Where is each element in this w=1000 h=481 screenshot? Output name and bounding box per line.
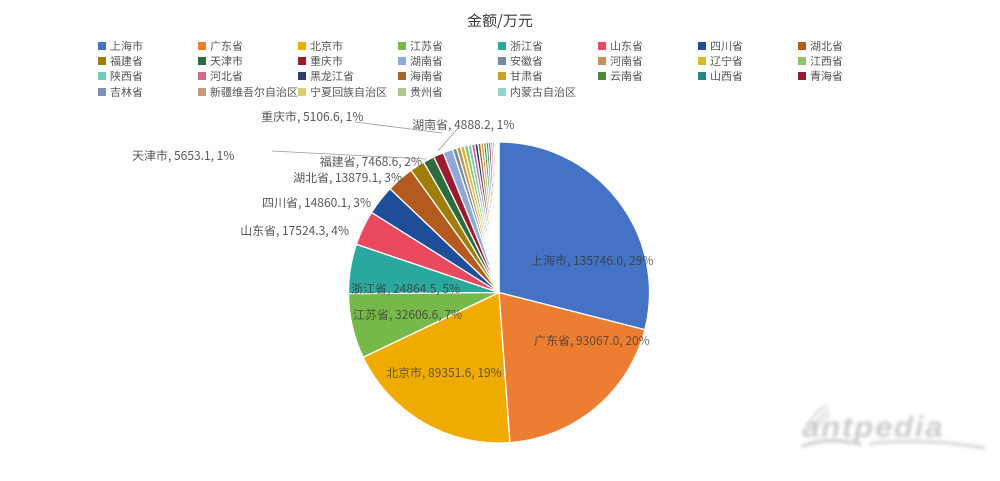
svg-text:antpedia: antpedia <box>802 410 944 444</box>
